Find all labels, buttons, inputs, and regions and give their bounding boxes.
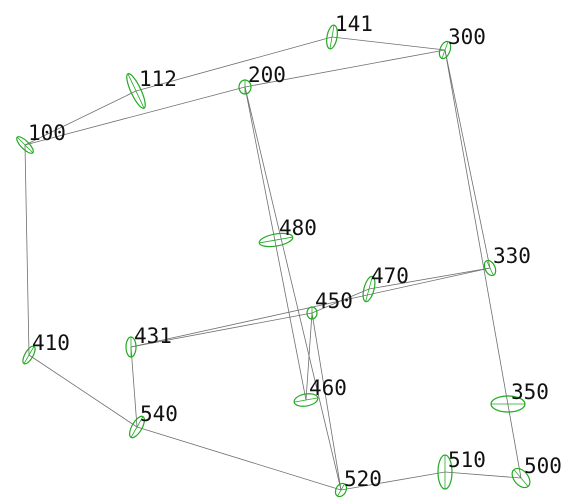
edge-450-520 bbox=[311, 312, 342, 491]
edge-540-520 bbox=[136, 426, 342, 491]
ellipse-axis-100 bbox=[16, 136, 34, 154]
ellipse-axis-500 bbox=[513, 469, 529, 487]
station-label-300: 300 bbox=[448, 25, 486, 49]
station-470: 470 bbox=[362, 264, 409, 303]
station-520: 520 bbox=[334, 467, 382, 498]
station-label-480: 480 bbox=[279, 216, 317, 240]
ellipse-axis-470 bbox=[365, 276, 373, 302]
edge-141-300 bbox=[331, 36, 446, 51]
edge-510-500 bbox=[444, 471, 522, 479]
station-100: 100 bbox=[16, 121, 66, 154]
station-label-540: 540 bbox=[140, 402, 178, 426]
edge-520-510 bbox=[340, 471, 446, 491]
ellipse-axis-300 bbox=[441, 41, 449, 59]
edge-112-141 bbox=[135, 36, 333, 92]
edge-100-410 bbox=[24, 144, 30, 356]
station-330: 330 bbox=[483, 244, 531, 277]
edge-300-330 bbox=[444, 49, 491, 269]
station-label-470: 470 bbox=[371, 264, 409, 288]
edge-200-520 bbox=[244, 86, 342, 491]
station-141: 141 bbox=[326, 12, 373, 50]
edge-431-540 bbox=[130, 346, 138, 428]
station-540: 540 bbox=[129, 402, 178, 439]
edge-200-460 bbox=[244, 86, 307, 401]
ellipse-axis-410 bbox=[23, 346, 35, 364]
station-431: 431 bbox=[125, 324, 172, 358]
station-label-500: 500 bbox=[524, 454, 562, 478]
edge-200-300 bbox=[244, 49, 446, 88]
station-112: 112 bbox=[126, 67, 177, 109]
station-410: 410 bbox=[22, 331, 70, 365]
station-label-510: 510 bbox=[448, 448, 486, 472]
station-label-350: 350 bbox=[511, 380, 549, 404]
edge-100-200 bbox=[24, 86, 246, 146]
ellipse-axis-520 bbox=[337, 483, 345, 497]
station-label-431: 431 bbox=[134, 324, 172, 348]
ellipse-axis-480 bbox=[259, 236, 293, 244]
station-label-141: 141 bbox=[335, 12, 373, 36]
station-label-100: 100 bbox=[28, 121, 66, 145]
edge-300-500 bbox=[444, 49, 522, 479]
edge-410-540 bbox=[28, 354, 138, 428]
edge-330-470 bbox=[368, 267, 491, 290]
edge-450-460 bbox=[305, 312, 313, 401]
station-300: 300 bbox=[438, 25, 486, 60]
ellipse-axis-460 bbox=[294, 397, 318, 403]
station-label-330: 330 bbox=[493, 244, 531, 268]
diagram-stations: 100 112 141 200 300 480 330 470 450 410 431 460 350 5… bbox=[16, 12, 562, 498]
edge-100-112 bbox=[24, 90, 137, 146]
edge-450-431 bbox=[130, 312, 313, 348]
edge-470-450 bbox=[311, 288, 370, 314]
station-480: 480 bbox=[258, 216, 317, 248]
ellipse-axis-112 bbox=[127, 73, 145, 109]
station-label-410: 410 bbox=[32, 331, 70, 355]
station-label-112: 112 bbox=[139, 67, 177, 91]
station-460: 460 bbox=[293, 376, 347, 407]
station-label-460: 460 bbox=[309, 376, 347, 400]
ellipse-axis-141 bbox=[329, 25, 335, 49]
ellipse-axis-540 bbox=[130, 416, 144, 438]
station-label-200: 200 bbox=[248, 63, 286, 87]
diagram-edges bbox=[24, 36, 522, 491]
station-200: 200 bbox=[238, 63, 286, 95]
station-450: 450 bbox=[306, 289, 353, 320]
station-label-520: 520 bbox=[344, 467, 382, 491]
ellipse-axis-330 bbox=[486, 260, 494, 276]
station-510: 510 bbox=[437, 448, 486, 490]
station-350: 350 bbox=[490, 380, 549, 413]
station-label-450: 450 bbox=[315, 289, 353, 313]
station-500: 500 bbox=[511, 454, 562, 489]
